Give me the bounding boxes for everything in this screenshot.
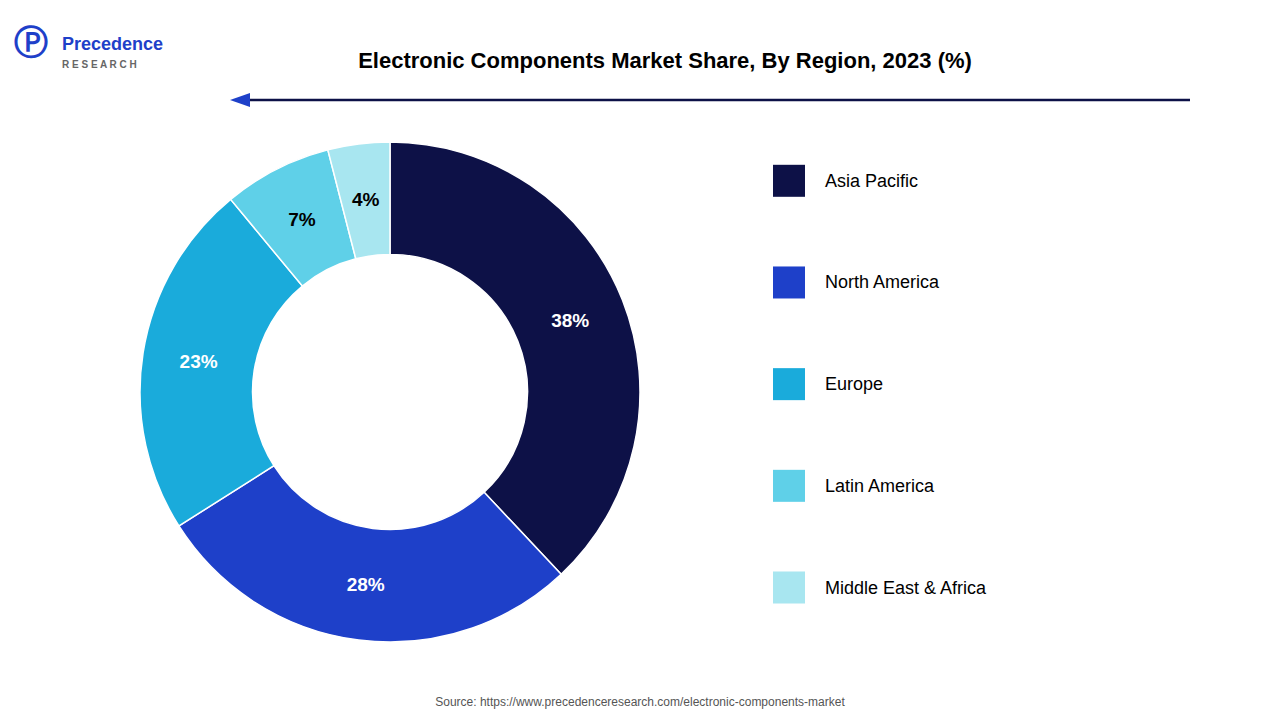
legend: Asia Pacific North America Europe Latin Ame… bbox=[773, 165, 987, 604]
legend-swatch bbox=[773, 572, 805, 604]
title: Electronic Components Market Share, By R… bbox=[358, 48, 972, 73]
legend-swatch bbox=[773, 368, 805, 400]
slice bbox=[390, 142, 640, 574]
legend-swatch bbox=[773, 165, 805, 197]
data-label: 28% bbox=[347, 574, 385, 595]
logo-icon: Ⓟ bbox=[14, 23, 48, 61]
slice bbox=[328, 142, 390, 259]
slice bbox=[179, 466, 561, 642]
slices bbox=[140, 142, 640, 642]
legend-swatch bbox=[773, 266, 805, 298]
legend-swatch bbox=[773, 470, 805, 502]
legend-label: Latin America bbox=[825, 476, 935, 496]
title-arrowhead bbox=[230, 93, 250, 107]
legend-label: Middle East & Africa bbox=[825, 578, 987, 598]
source: Source: https://www.precedenceresearch.c… bbox=[435, 695, 845, 709]
title-rule bbox=[248, 99, 1190, 102]
legend-label: Europe bbox=[825, 374, 883, 394]
legend-label: Asia Pacific bbox=[825, 171, 918, 191]
data-label: 23% bbox=[180, 351, 218, 372]
data-label: 38% bbox=[551, 310, 589, 331]
slice-labels: 38% 28% 23% 7% 4% bbox=[180, 189, 590, 594]
legend-label: North America bbox=[825, 272, 940, 292]
logo-name: Precedence bbox=[62, 34, 163, 54]
data-label: 4% bbox=[352, 189, 380, 210]
background bbox=[0, 0, 1280, 720]
data-label: 7% bbox=[288, 209, 316, 230]
chart-root: Ⓟ Precedence R E S E A R C H Electronic Com… bbox=[0, 0, 1280, 720]
logo-subtitle: R E S E A R C H bbox=[62, 59, 137, 70]
